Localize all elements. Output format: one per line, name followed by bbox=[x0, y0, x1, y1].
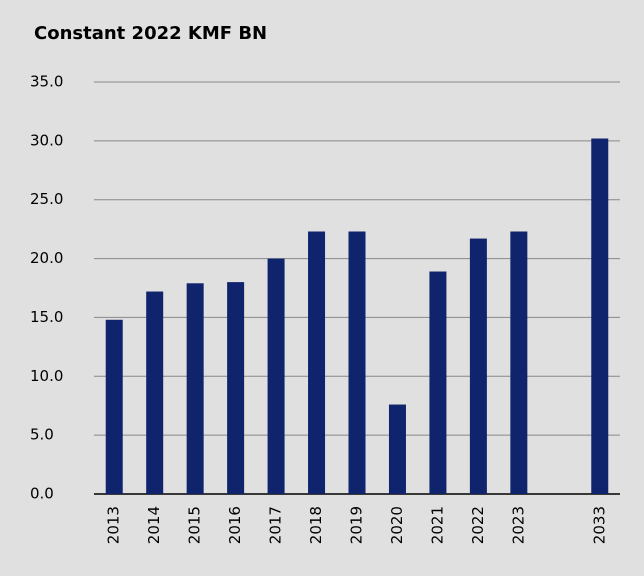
bar bbox=[146, 291, 164, 494]
y-tick-label: 15.0 bbox=[30, 308, 63, 326]
bar bbox=[510, 231, 528, 495]
x-tick-label: 2016 bbox=[226, 506, 244, 544]
y-tick-label: 10.0 bbox=[30, 367, 63, 385]
y-tick-label: 0.0 bbox=[30, 485, 54, 503]
bar bbox=[186, 283, 204, 494]
x-tick-label: 2015 bbox=[186, 506, 204, 544]
bar bbox=[267, 258, 285, 494]
bar bbox=[388, 404, 406, 494]
y-tick-label: 35.0 bbox=[30, 73, 63, 91]
bar bbox=[591, 138, 609, 494]
x-tick-label: 2013 bbox=[105, 506, 123, 544]
bar bbox=[348, 231, 366, 495]
y-tick-label: 20.0 bbox=[30, 249, 63, 267]
x-tick-label: 2014 bbox=[145, 506, 163, 544]
bar bbox=[429, 271, 447, 494]
y-tick-label: 25.0 bbox=[30, 190, 63, 208]
x-tick-label: 2019 bbox=[348, 506, 366, 544]
x-tick-label: 2018 bbox=[307, 506, 325, 544]
x-tick-label: 2020 bbox=[388, 506, 406, 544]
bar bbox=[469, 238, 487, 494]
bar bbox=[105, 319, 123, 494]
y-tick-label: 5.0 bbox=[30, 426, 54, 444]
x-tick-label: 2023 bbox=[509, 506, 527, 544]
x-tick-label: 2021 bbox=[428, 506, 446, 544]
chart-title: Constant 2022 KMF BN bbox=[34, 23, 267, 44]
bar bbox=[227, 282, 245, 494]
bar bbox=[308, 231, 326, 495]
x-tick-label: 2022 bbox=[469, 506, 487, 544]
x-tick-label: 2017 bbox=[267, 506, 285, 544]
x-tick-label: 2033 bbox=[590, 506, 608, 544]
y-tick-label: 30.0 bbox=[30, 131, 63, 149]
